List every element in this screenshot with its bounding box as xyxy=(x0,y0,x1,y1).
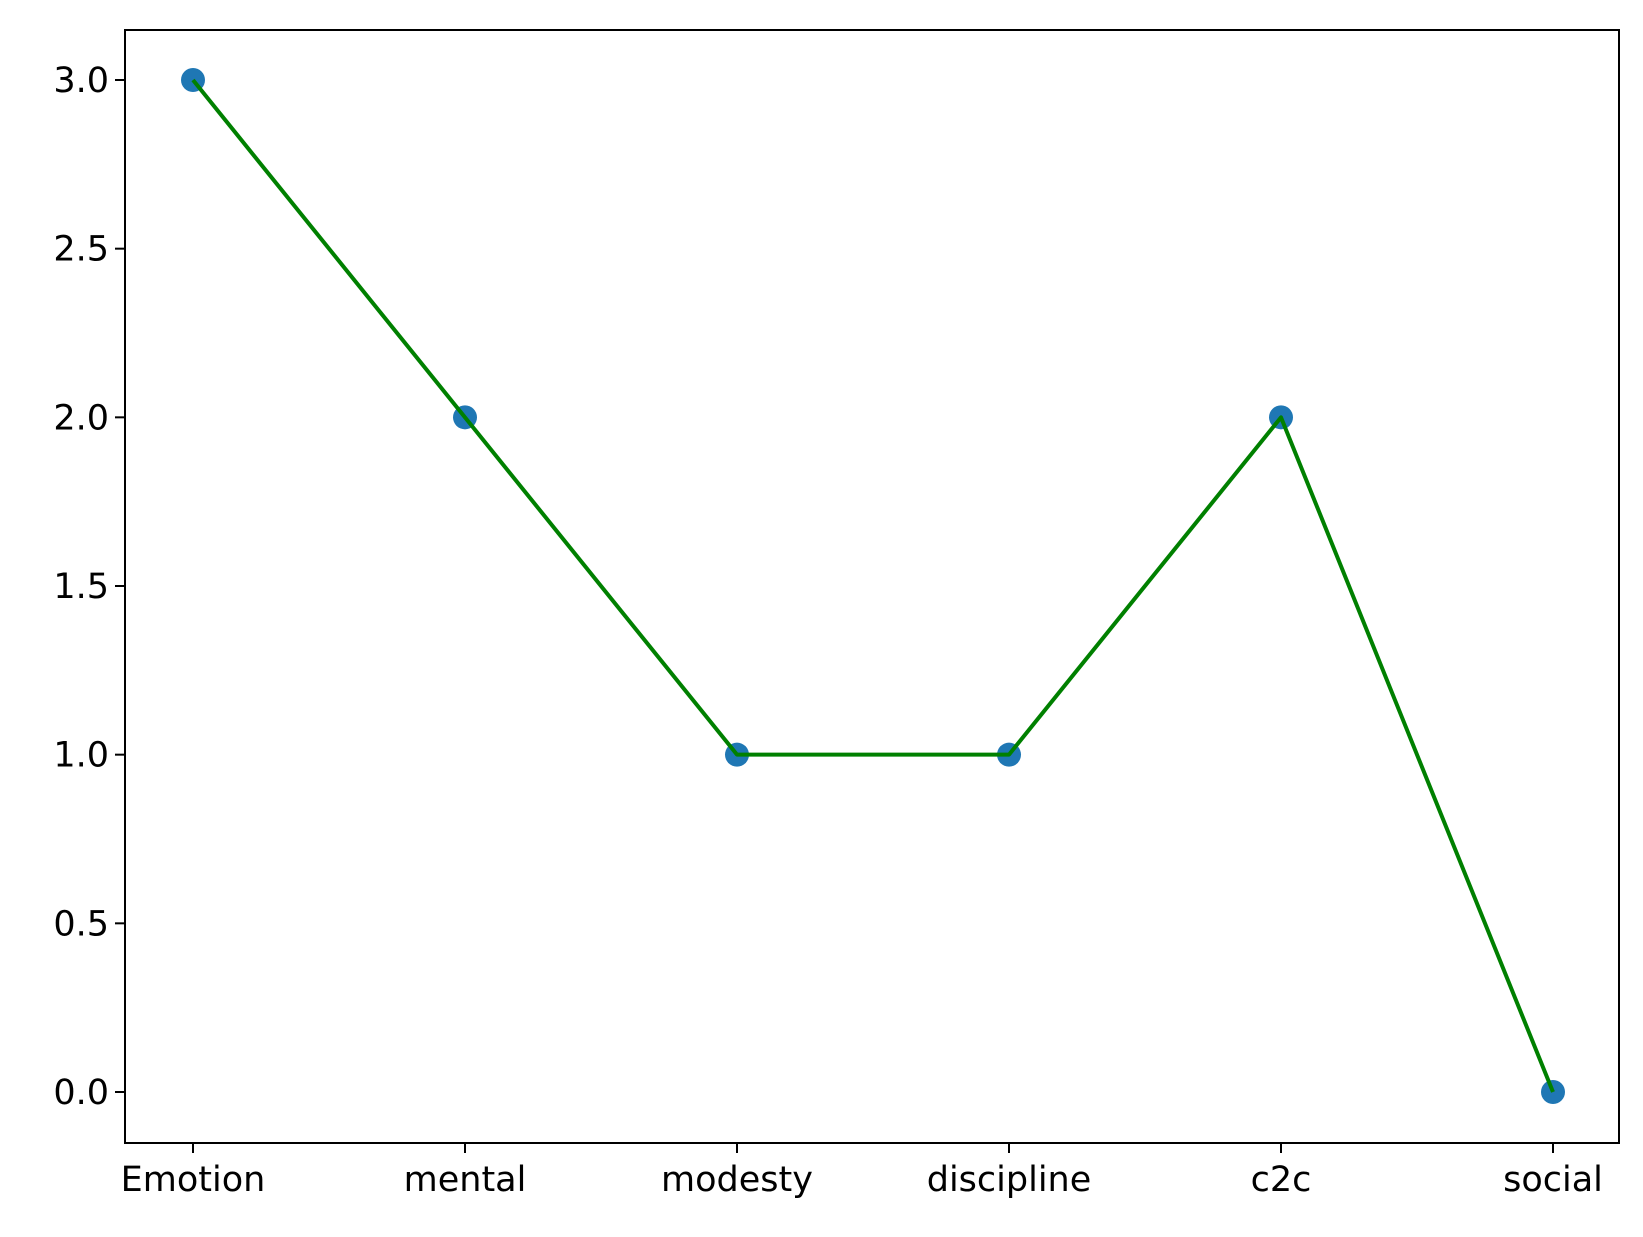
x-tick-label: c2c xyxy=(1251,1160,1312,1200)
x-tick-label: Emotion xyxy=(121,1160,266,1200)
y-tick-label: 0.5 xyxy=(53,904,109,944)
series-line xyxy=(191,78,1555,1093)
x-axis: Emotion mental modesty discipline c2c social xyxy=(121,1143,1603,1200)
x-tick-label: modesty xyxy=(661,1160,813,1200)
y-tick-label: 0.0 xyxy=(53,1073,109,1113)
x-tick-label: social xyxy=(1503,1160,1603,1200)
y-tick-label: 1.0 xyxy=(53,736,109,776)
plot-background xyxy=(125,30,1619,1143)
x-tick-label: discipline xyxy=(927,1160,1092,1200)
y-tick-label: 2.5 xyxy=(53,230,109,270)
y-axis: 0.0 0.5 1.0 1.5 2.0 2.5 3.0 xyxy=(53,61,125,1113)
y-tick-label: 1.5 xyxy=(53,567,109,607)
y-tick-label: 2.0 xyxy=(53,398,109,438)
y-tick-label: 3.0 xyxy=(53,61,109,101)
plot-frame xyxy=(124,29,1620,1144)
x-tick-label: mental xyxy=(404,1160,527,1200)
series-layer xyxy=(181,68,1565,1104)
